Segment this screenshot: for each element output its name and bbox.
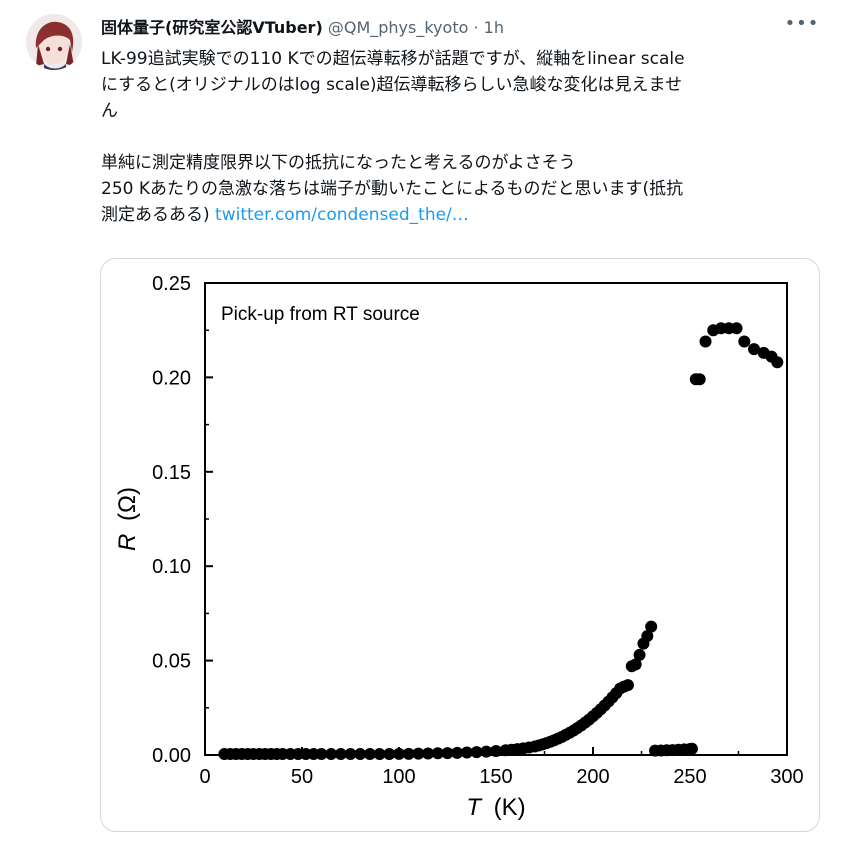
data-point [480,745,493,758]
data-point [685,742,698,755]
tweet-line: 単純に測定精度限界以下の抵抗になったと考えるのがよさそう [101,153,576,173]
x-tick-label: 300 [770,766,803,788]
data-point [748,343,761,356]
data-point [730,322,743,335]
media-card[interactable]: 0 50 100 150 200 250 300 0.00 0.05 0.10 0.15 0.20 0.… [100,258,820,832]
data-point [402,747,415,760]
data-point [693,373,706,386]
y-tick-label: 0.10 [152,556,191,578]
tweet-line-prefix: 測定あるある) [101,205,210,225]
tweet-line: にすると(オリジナルのはlog scale)超伝導転移らしい急峻な変化は見えませ [101,75,683,95]
x-tick-label: 150 [479,766,512,788]
x-tick-label: 200 [576,766,609,788]
x-tick-label: 100 [382,766,415,788]
data-point [738,335,751,348]
data-point [699,335,712,348]
data-point [412,747,425,760]
tweet-line: LK-99追試実験での110 Kでの超伝導転移が話題ですが、縦軸をlinear … [101,49,685,69]
anime-avatar-icon [26,14,82,70]
tweet-header: 固体量子(研究室公認VTuber) @QM_phys_kyoto · 1h [101,16,810,40]
x-tick-label: 250 [673,766,706,788]
x-axis-label: T (K) [466,794,525,821]
data-point [460,746,473,759]
x-axis-unit: (K) [494,794,526,821]
data-point [645,620,658,633]
data-point [363,748,376,761]
tweet-text: LK-99追試実験での110 Kでの超伝導転移が話題ですが、縦軸をlinear … [101,46,823,228]
data-point [633,648,646,661]
data-point [451,746,464,759]
data-point [334,748,347,761]
data-point [325,748,338,761]
x-axis-symbol: T [466,794,483,821]
plot-frame [204,282,788,756]
data-point [470,746,483,759]
data-point [621,679,634,692]
user-handle[interactable]: @QM_phys_kyoto [327,18,469,37]
data-point [641,630,654,643]
data-point [344,748,357,761]
data-point [373,748,386,761]
y-axis-unit: (Ω) [114,487,141,521]
data-point [315,748,328,761]
data-point [422,747,435,760]
data-point [771,356,784,369]
data-point [490,745,502,758]
data-point [629,658,642,671]
tweet-link[interactable]: twitter.com/condensed_the/… [215,205,469,225]
data-point [441,747,454,760]
tweet-line-last: 測定あるある) twitter.com/condensed_the/… [101,202,823,228]
y-axis-symbol: R [114,534,141,551]
timestamp[interactable]: 1h [483,18,504,37]
data-point [431,747,444,760]
y-tick-label: 0.05 [152,651,191,673]
y-axis-label: R (Ω) [114,487,141,551]
tweet-line: ん [101,101,118,121]
x-tick-label: 0 [199,766,210,788]
avatar[interactable] [26,14,82,70]
tweet-line: 250 Kあたりの急激な落ちは端子が動いたことによるものだと思います(抵抗 [101,179,684,199]
data-point [383,748,396,761]
more-options-icon[interactable]: ••• [784,13,820,34]
y-tick-label: 0.00 [152,745,191,767]
chart-annotation: Pick-up from RT source [221,304,420,325]
y-tick-label: 0.25 [152,273,191,295]
display-name[interactable]: 固体量子(研究室公認VTuber) [101,18,323,37]
separator-dot: · [473,18,479,37]
resistance-chart: 0 50 100 150 200 250 300 0.00 0.05 0.10 0.15 0.20 0.… [114,273,804,821]
y-tick-label: 0.15 [152,462,191,484]
y-tick-label: 0.20 [152,367,191,389]
data-point [354,748,367,761]
data-point [393,747,405,760]
x-tick-label: 50 [291,766,313,788]
